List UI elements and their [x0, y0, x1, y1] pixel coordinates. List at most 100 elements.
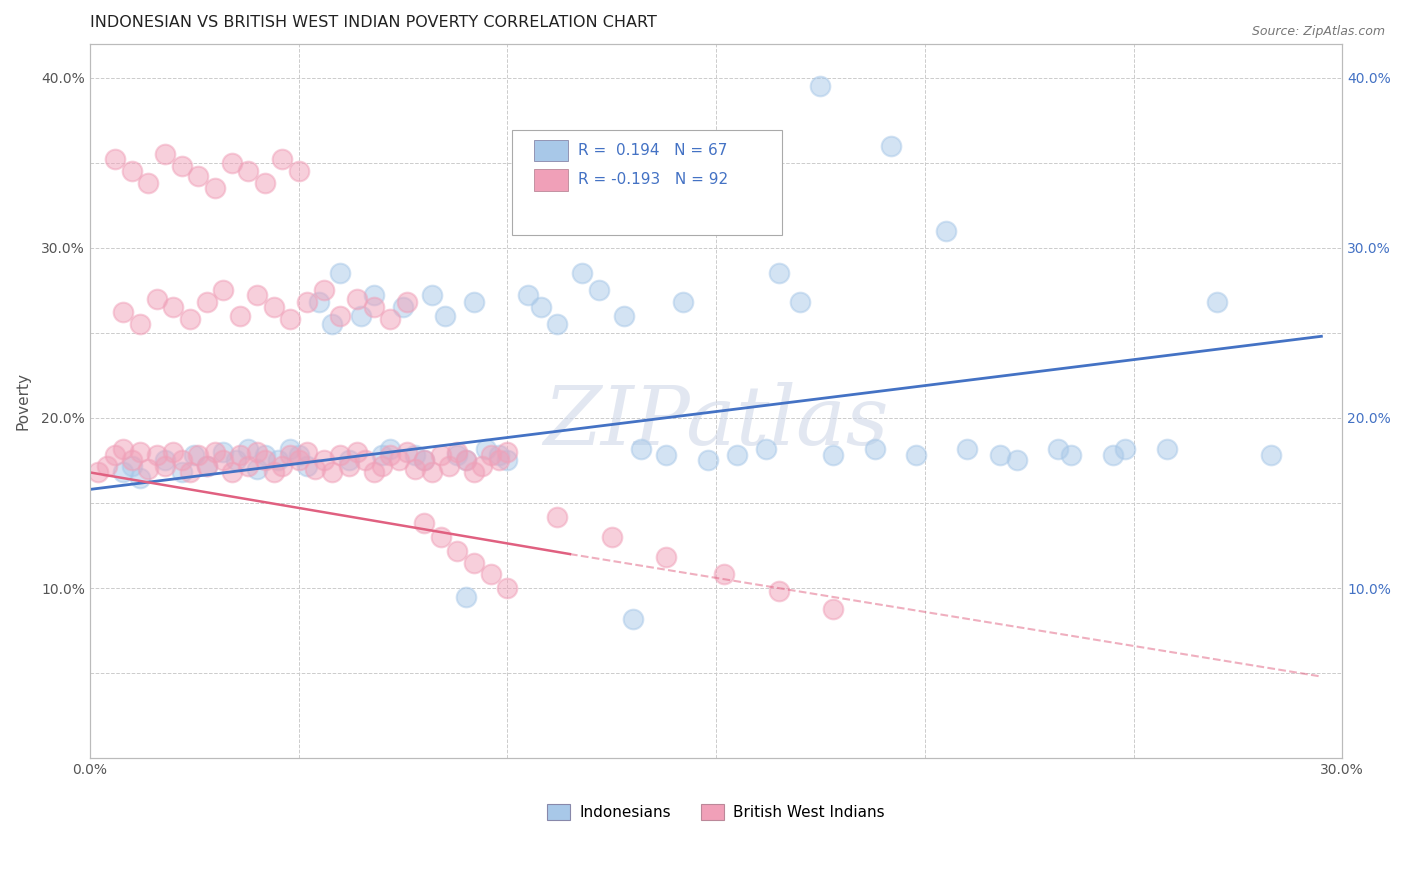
Point [1114, 442, 1136, 456]
Point [713, 567, 735, 582]
Point [672, 295, 695, 310]
Point [212, 284, 235, 298]
Point [613, 309, 636, 323]
Point [446, 543, 468, 558]
Point [121, 458, 143, 473]
Point [204, 445, 226, 459]
Point [195, 458, 218, 473]
Point [471, 458, 494, 473]
Point [308, 295, 330, 310]
Point [388, 453, 411, 467]
Point [655, 449, 678, 463]
Point [429, 530, 451, 544]
Point [1101, 449, 1123, 463]
Point [270, 153, 292, 167]
Point [496, 445, 519, 459]
Point [1060, 449, 1083, 463]
Point [204, 181, 226, 195]
Point [1005, 453, 1028, 467]
Point [263, 466, 285, 480]
Point [454, 590, 477, 604]
Point [630, 442, 652, 456]
Point [179, 466, 201, 480]
Point [112, 442, 135, 456]
Point [380, 449, 402, 463]
Point [136, 462, 159, 476]
Point [254, 176, 277, 190]
Point [246, 445, 269, 459]
Point [446, 445, 468, 459]
Point [488, 449, 510, 463]
Point [329, 449, 352, 463]
Point [295, 445, 318, 459]
Point [295, 458, 318, 473]
Point [655, 550, 678, 565]
Point [221, 466, 243, 480]
Point [136, 176, 159, 190]
Point [96, 458, 118, 473]
Point [810, 79, 832, 94]
Point [312, 453, 335, 467]
Point [454, 453, 477, 467]
Point [380, 312, 402, 326]
Point [321, 466, 343, 480]
Point [254, 449, 277, 463]
Point [312, 284, 335, 298]
Point [170, 466, 193, 480]
Point [170, 159, 193, 173]
Point [179, 312, 201, 326]
Point [278, 442, 301, 456]
Point [278, 449, 301, 463]
Point [145, 449, 167, 463]
Point [121, 164, 143, 178]
Point [238, 442, 260, 456]
Point [129, 445, 152, 459]
Point [162, 445, 184, 459]
Point [287, 453, 309, 467]
Text: INDONESIAN VS BRITISH WEST INDIAN POVERTY CORRELATION CHART: INDONESIAN VS BRITISH WEST INDIAN POVERT… [90, 15, 657, 30]
Point [789, 295, 811, 310]
Point [350, 309, 373, 323]
Point [955, 442, 977, 456]
Point [863, 442, 886, 456]
Point [238, 458, 260, 473]
Point [153, 147, 176, 161]
Point [225, 453, 247, 467]
Text: R =  0.194   N = 67: R = 0.194 N = 67 [578, 143, 727, 158]
Point [329, 309, 352, 323]
Point [183, 449, 205, 463]
Point [935, 224, 957, 238]
Point [287, 449, 309, 463]
Point [270, 458, 292, 473]
Point [1156, 442, 1178, 456]
Point [988, 449, 1011, 463]
Point [238, 164, 260, 178]
Point [162, 301, 184, 315]
Point [212, 453, 235, 467]
Point [254, 453, 277, 467]
Point [412, 453, 434, 467]
Text: ZIPatlas: ZIPatlas [543, 383, 889, 462]
Point [304, 462, 326, 476]
Point [129, 470, 152, 484]
Point [337, 458, 360, 473]
Point [212, 445, 235, 459]
Point [588, 284, 610, 298]
Point [496, 453, 519, 467]
Legend: Indonesians, British West Indians: Indonesians, British West Indians [541, 798, 891, 826]
Point [621, 612, 644, 626]
Text: Source: ZipAtlas.com: Source: ZipAtlas.com [1251, 25, 1385, 38]
Point [821, 449, 844, 463]
Point [380, 442, 402, 456]
Point [530, 301, 553, 315]
Point [479, 449, 502, 463]
Point [145, 292, 167, 306]
Point [437, 458, 460, 473]
Point [278, 312, 301, 326]
Point [153, 458, 176, 473]
Point [329, 266, 352, 280]
Point [412, 516, 434, 531]
Point [768, 266, 790, 280]
Point [129, 318, 152, 332]
Point [229, 449, 252, 463]
